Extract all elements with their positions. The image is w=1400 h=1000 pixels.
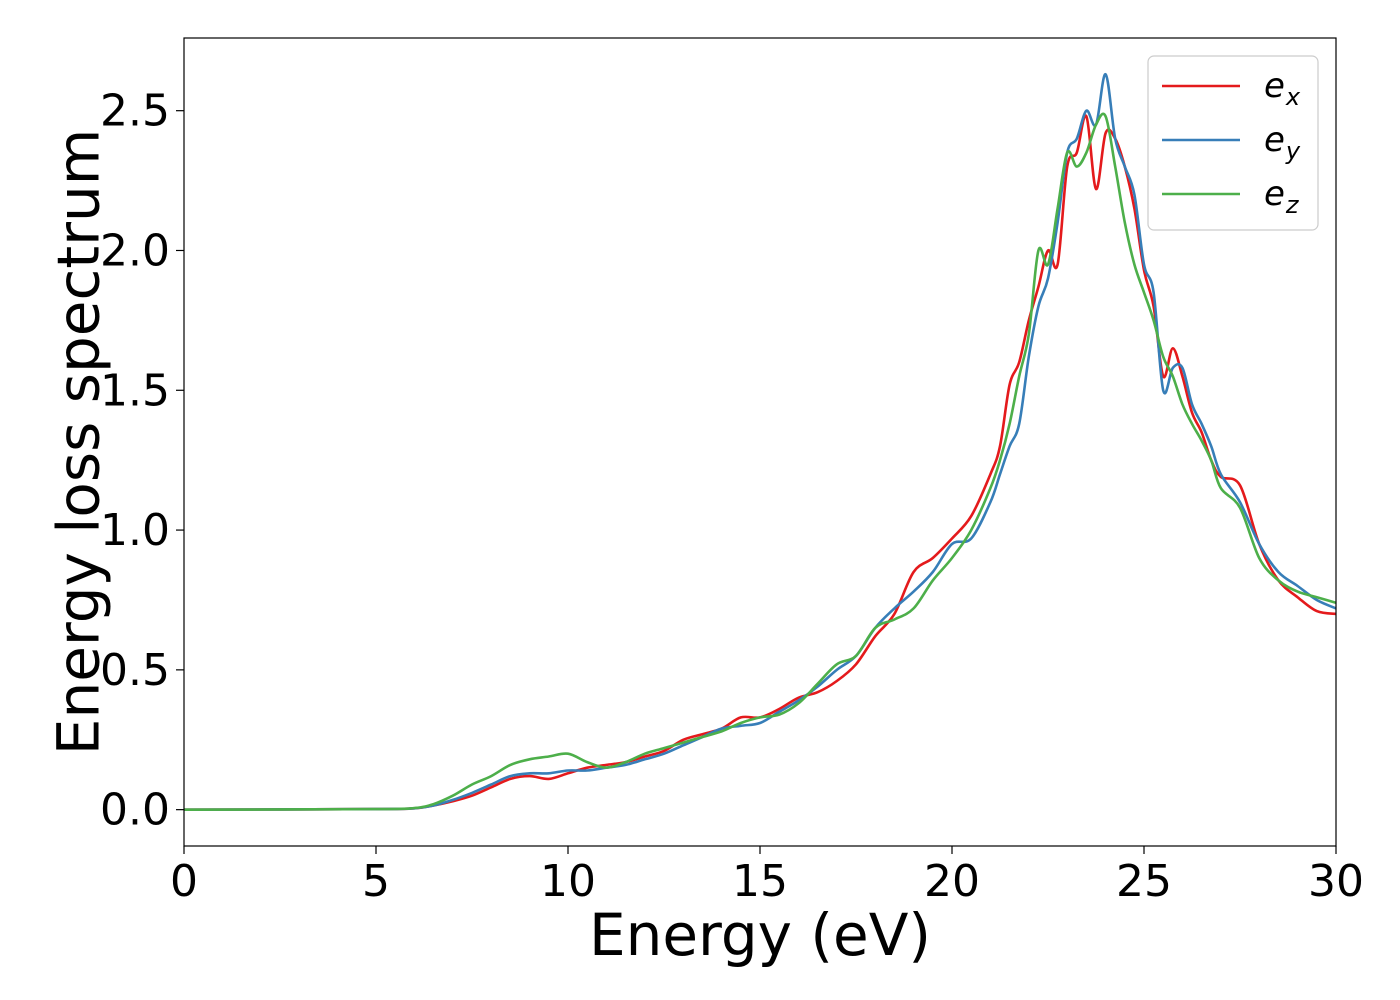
series-line-y	[184, 72, 1336, 811]
legend-label-z: ez	[1264, 174, 1300, 219]
y-tick-label: 1.0	[100, 505, 170, 556]
y-tick-label: 2.0	[100, 225, 170, 276]
x-tick-label: 15	[732, 856, 788, 907]
x-tick-label: 0	[170, 856, 198, 907]
legend-box	[1147, 55, 1319, 231]
x-tick-label: 5	[362, 856, 390, 907]
legend-label-subscript: x	[1285, 83, 1301, 111]
legend-label-y: ey	[1264, 120, 1301, 165]
legend-label-x: ex	[1264, 66, 1301, 111]
legend-label-base: e	[1264, 120, 1285, 160]
x-tick-label: 20	[924, 856, 980, 907]
series-line-x	[184, 114, 1336, 811]
series-lines	[184, 72, 1336, 811]
x-axis-title: Energy (eV)	[589, 901, 931, 969]
legend-label-subscript: y	[1285, 137, 1301, 165]
x-axis-ticks: 0 5 10 15 20 25 30	[170, 846, 1364, 907]
x-tick-label: 25	[1116, 856, 1172, 907]
legend-label-base: e	[1264, 174, 1285, 214]
legend-label-subscript: z	[1285, 191, 1300, 219]
y-tick-label: 1.5	[100, 365, 170, 416]
y-axis-ticks: 0.0 0.5 1.0 1.5 2.0 2.5	[100, 86, 184, 836]
legend-label-base: e	[1264, 66, 1285, 106]
y-tick-label: 0.5	[100, 645, 170, 696]
y-tick-label: 0.0	[100, 785, 170, 836]
y-axis-title: Energy loss spectrum	[44, 129, 112, 755]
x-tick-label: 10	[540, 856, 596, 907]
x-tick-label: 30	[1308, 856, 1364, 907]
y-tick-label: 2.5	[100, 86, 170, 137]
series-line-z	[184, 112, 1336, 811]
